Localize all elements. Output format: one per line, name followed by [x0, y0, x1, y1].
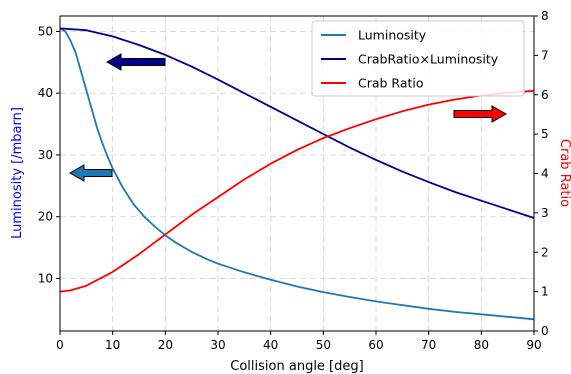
left-y-tick-label: 30 — [38, 148, 53, 162]
series-layer — [59, 27, 535, 321]
series-line — [59, 27, 535, 321]
x-tick-label: 0 — [56, 338, 64, 352]
blue-arrow-left — [68, 164, 113, 182]
right-y-tick-label: 1 — [541, 285, 549, 299]
legend-label: Crab Ratio — [358, 76, 424, 91]
x-tick-label: 10 — [105, 338, 120, 352]
legend-label: Luminosity — [358, 28, 427, 43]
x-axis-ticks: 0 10 20 30 40 50 60 70 80 90 — [56, 331, 542, 352]
right-y-tick-label: 3 — [541, 206, 549, 220]
right-y-tick-label: 2 — [541, 245, 549, 259]
left-axis-ticks: 10 20 30 40 50 — [38, 24, 60, 286]
right-y-tick-label: 7 — [541, 48, 549, 62]
x-axis-label: Collision angle [deg] — [230, 359, 363, 374]
left-y-tick-label: 20 — [38, 210, 53, 224]
legend-box — [311, 20, 525, 97]
navy-arrow-left — [105, 53, 166, 71]
right-y-tick-label: 6 — [541, 88, 549, 102]
legend-label: CrabRatio×Luminosity — [358, 52, 499, 67]
arrows — [68, 53, 508, 182]
x-tick-label: 60 — [368, 338, 383, 352]
x-tick-label: 70 — [421, 338, 436, 352]
series-line — [59, 27, 535, 219]
right-y-tick-label: 0 — [541, 324, 549, 338]
series-line — [59, 89, 535, 293]
legend: Luminosity CrabRatio×Luminosity Crab Ratio — [311, 20, 525, 97]
x-tick-label: 50 — [316, 338, 331, 352]
left-y-tick-label: 10 — [38, 272, 53, 286]
right-y-tick-label: 4 — [541, 167, 549, 181]
left-y-tick-label: 50 — [38, 24, 53, 38]
red-arrow-right — [453, 105, 508, 123]
x-tick-label: 30 — [210, 338, 225, 352]
right-axis-label: Crab Ratio — [557, 139, 571, 207]
right-axis-ticks: 0 1 2 3 4 5 6 7 8 — [534, 9, 549, 338]
right-y-tick-label: 5 — [541, 127, 549, 141]
left-axis-label: Luminosity [/mbarn] — [10, 107, 25, 239]
x-tick-label: 20 — [158, 338, 173, 352]
x-tick-label: 80 — [474, 338, 489, 352]
left-y-tick-label: 40 — [38, 86, 53, 100]
right-y-tick-label: 8 — [541, 9, 549, 23]
x-tick-label: 40 — [263, 338, 278, 352]
x-tick-label: 90 — [526, 338, 541, 352]
